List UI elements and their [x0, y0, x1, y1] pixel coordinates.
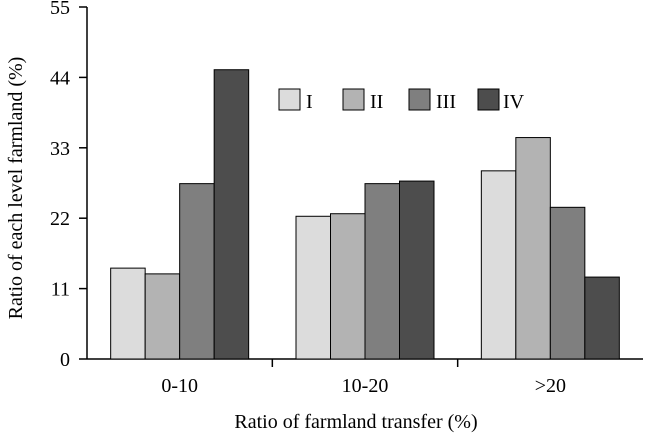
bar-iii-1 — [179, 183, 215, 360]
legend-swatch-iii — [408, 88, 431, 111]
x-tick-label: 10-20 — [342, 375, 389, 397]
legend-swatch-i — [278, 88, 301, 111]
y-tick-label: 11 — [51, 279, 70, 301]
legend-label-iv: IV — [503, 91, 525, 113]
y-tick-label: 22 — [50, 208, 70, 230]
bar-i-3 — [480, 170, 517, 360]
y-axis-title: Ratio of each level farmland (%) — [5, 57, 27, 320]
chart-bars — [110, 69, 620, 360]
chart-ticks: 0 11 22 33 44 55 0-10 10-20 >20 — [50, 0, 566, 397]
bar-iii-3 — [549, 206, 586, 360]
x-tick-label: 0-10 — [161, 375, 198, 397]
x-axis-title: Ratio of farmland transfer (%) — [234, 411, 477, 433]
bar-i-1 — [110, 267, 146, 360]
bar-iv-1 — [213, 69, 250, 360]
x-tick-label: >20 — [535, 375, 566, 397]
legend-swatch-ii — [342, 88, 365, 111]
legend-swatch-iv — [477, 88, 500, 111]
bar-iii-2 — [364, 183, 400, 360]
chart-legend: I II III IV — [278, 88, 525, 113]
legend-label-i: I — [306, 91, 313, 113]
bar-iv-2 — [399, 180, 435, 360]
legend-label-iii: III — [436, 91, 456, 113]
bar-ii-1 — [144, 273, 181, 360]
y-tick-label: 55 — [50, 0, 70, 19]
y-tick-label: 33 — [50, 138, 70, 160]
bar-i-2 — [295, 215, 331, 360]
bar-ii-3 — [515, 137, 551, 360]
bar-iv-3 — [584, 276, 620, 360]
legend-label-ii: II — [370, 91, 383, 113]
y-tick-label: 44 — [50, 67, 70, 89]
bar-ii-2 — [330, 213, 366, 360]
y-tick-label: 0 — [60, 349, 70, 371]
